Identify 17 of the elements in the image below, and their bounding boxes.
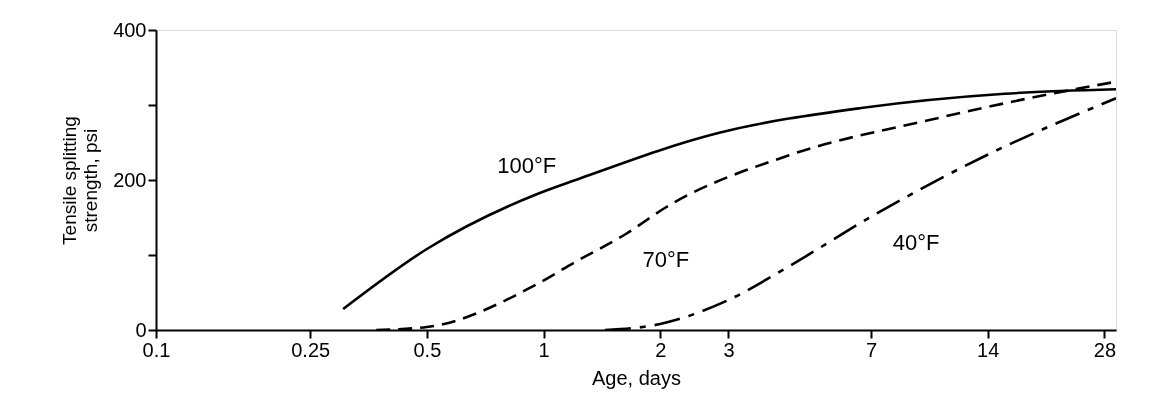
- x-tick-label: 28: [1093, 338, 1117, 361]
- x-tick-label: 1: [538, 338, 550, 361]
- series-label: 100°F: [497, 153, 557, 179]
- series-label: 70°F: [642, 247, 690, 272]
- x-tick-label: 0.1: [142, 338, 171, 361]
- x-tick-label: 0.25: [291, 338, 331, 361]
- series-label: 40°F: [892, 229, 940, 255]
- x-tick-label: 14: [977, 338, 1000, 361]
- y-tick-label: 400: [113, 18, 147, 41]
- x-tick-label: 0.5: [413, 338, 442, 361]
- x-tick-label: 3: [723, 338, 735, 361]
- x-axis-title: Age, days: [592, 366, 681, 389]
- y-tick-label: 200: [113, 168, 147, 191]
- y-tick-label: 0: [135, 318, 147, 341]
- x-tick-label: 2: [655, 338, 667, 361]
- x-tick-label: 7: [866, 338, 878, 361]
- y-axis-title: Tensile splitting strength, psi: [59, 116, 102, 245]
